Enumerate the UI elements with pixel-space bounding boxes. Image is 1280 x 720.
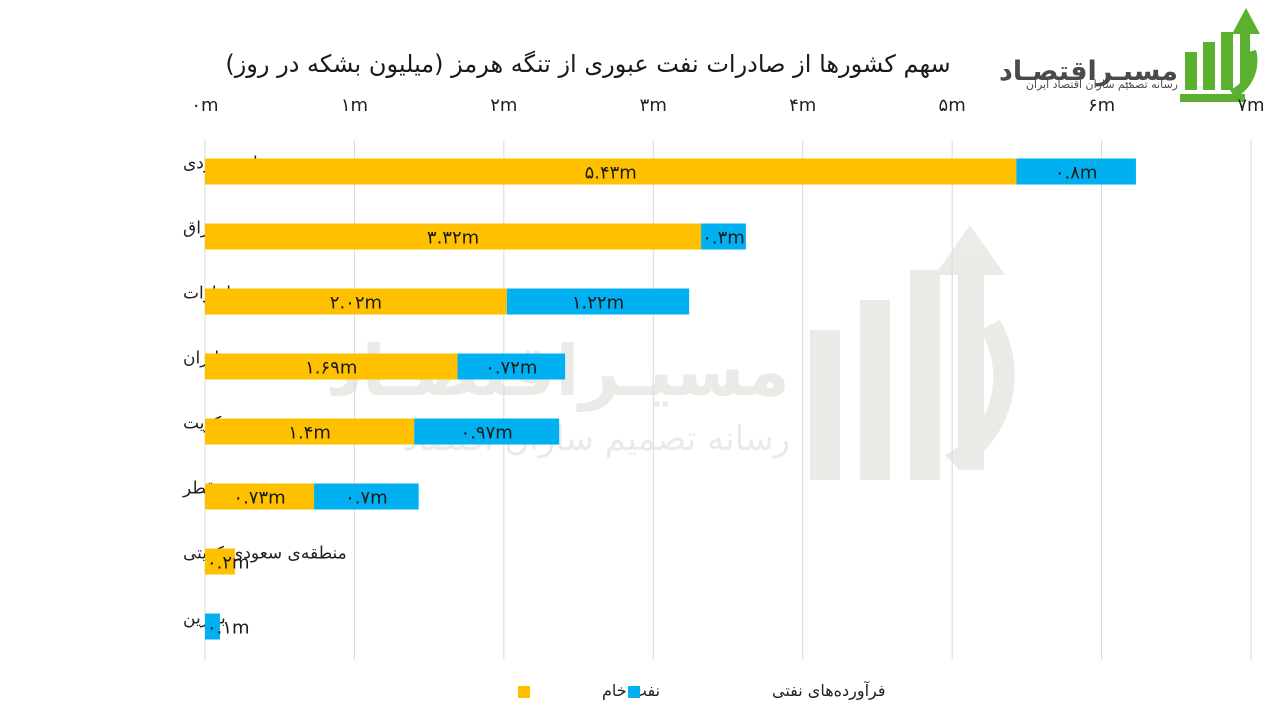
data-label: ۵.۴۳m [585,163,637,184]
legend-swatch [518,686,530,698]
bar-segment [205,613,220,640]
data-labels: ۵.۴۳m ۰.۸m ۳.۳۲m ۰.۳m ۲.۰۲m ۱.۲۲m ۱.۶۹m ۰.۷۲m ۱.… [207,163,1097,639]
watermark-icon [810,225,1015,480]
logo-tagline: رسانه تصمیم سازان اقتصاد ایران [1026,78,1178,91]
x-tick-label: ۱m [341,95,368,116]
data-label: ۰.۲m [207,553,250,574]
logo-icon [1180,8,1260,102]
legend-label: فرآورده‌های نفتی [772,681,886,701]
chart-title: سهم کشورها از صادرات نفت عبوری از تنگه ه… [225,50,950,78]
legend-swatch [628,686,640,698]
x-axis-ticks: ۰m ۱m ۲m ۳m ۴m ۵m ۶m ۷m [191,95,1264,116]
data-label: ۱.۴m [288,423,331,444]
bar-segment [314,483,419,510]
bar-segment [205,353,458,380]
data-label: ۳.۳۲m [427,228,479,249]
bar-segment [205,223,702,250]
data-label: ۰.۷۲m [485,358,537,379]
logo-name: مسیـراقتصـاد [999,56,1178,87]
bar-segment [205,158,1017,185]
x-tick-label: ۵m [939,95,966,116]
data-label: ۲.۰۲m [330,293,382,314]
x-tick-label: ۶m [1088,95,1115,116]
bar-segment [205,548,235,575]
bar-segment [457,353,566,380]
x-tick-label: ۰m [191,95,218,116]
data-label: ۱.۲۲m [572,293,624,314]
x-tick-label: ۷m [1237,95,1264,116]
bar-segment [414,418,560,445]
data-label: ۰.۹۷m [461,423,513,444]
bar-segment [205,288,507,315]
data-label: ۰.۱m [207,618,250,639]
x-tick-label: ۲m [490,95,517,116]
bar-segment [205,418,415,445]
data-label: ۰.۷m [345,488,388,509]
bar-segment [205,483,315,510]
bars [205,158,1136,640]
data-label: ۰.۸m [1055,163,1098,184]
x-tick-label: ۳m [640,95,667,116]
bar-segment [1016,158,1136,185]
data-label: ۰.۷۳m [233,488,285,509]
legend: نفت خام فرآورده‌های نفتی [518,681,886,701]
bar-segment [506,288,690,315]
x-tick-label: ۴m [789,95,816,116]
data-label: ۰.۳m [702,228,745,249]
bar-segment [701,223,746,250]
brand-logo: مسیـراقتصـاد رسانه تصمیم سازان اقتصاد ای… [999,8,1260,102]
data-label: ۱.۶۹m [305,358,357,379]
